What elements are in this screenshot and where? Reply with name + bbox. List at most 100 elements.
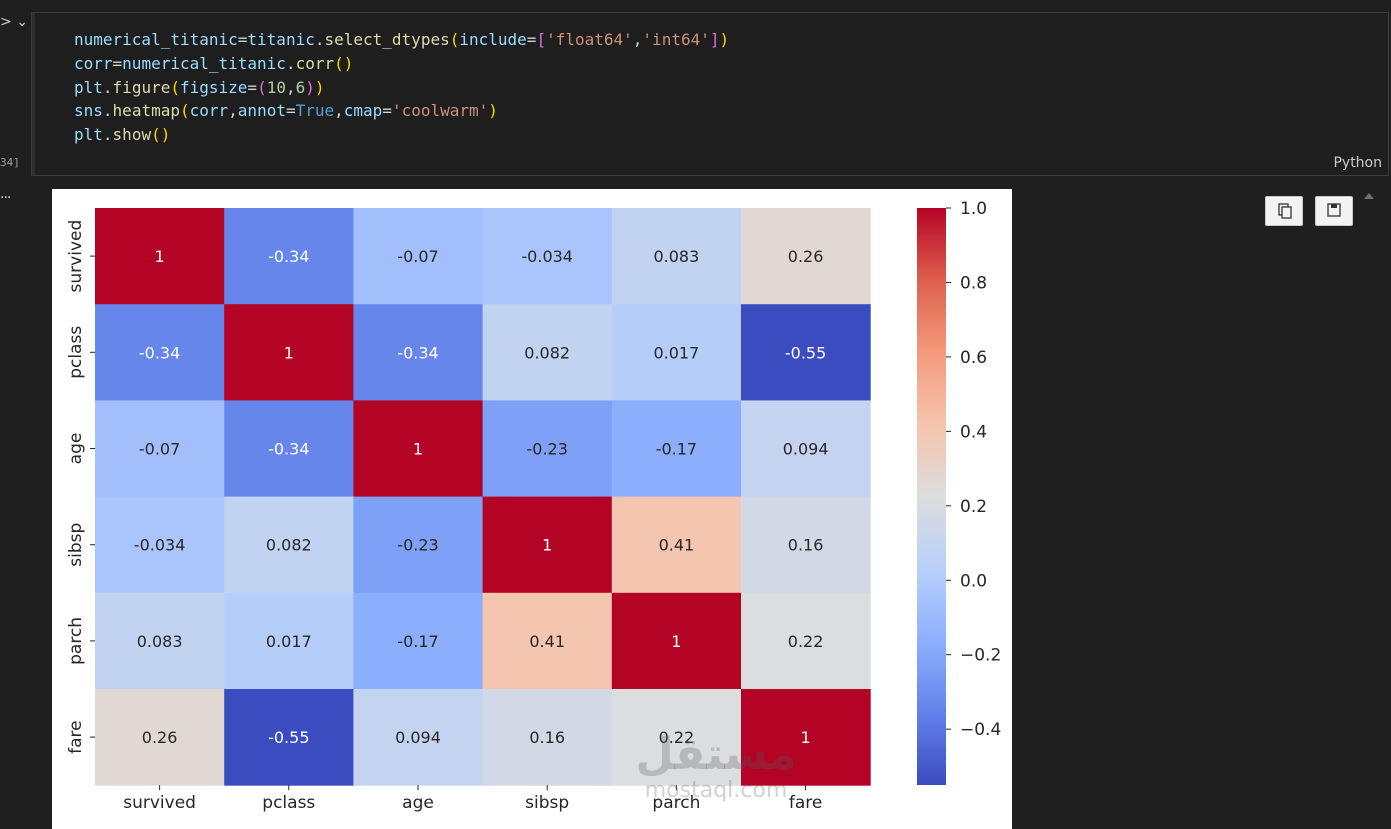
cell-annotation: 0.16	[788, 536, 824, 555]
heatmap-cell	[95, 400, 225, 498]
heatmap-cell	[482, 592, 613, 690]
heatmap-cell	[353, 496, 484, 594]
cell-annotation: 1	[801, 728, 811, 747]
heatmap-cell	[482, 304, 613, 401]
cell-annotation: 0.16	[529, 728, 565, 747]
heatmap-cell	[353, 689, 484, 786]
heatmap-cell	[611, 592, 742, 690]
cell-annotation: 0.26	[142, 728, 178, 747]
cell-annotation: -0.07	[139, 440, 180, 459]
cell-annotation: 0.41	[529, 632, 565, 651]
heatmap-cell	[224, 496, 354, 594]
output-actions-icon[interactable]: ...	[0, 186, 11, 202]
cell-annotation: -0.23	[397, 536, 438, 555]
code-line: numerical_titanic=titanic.select_dtypes(…	[74, 30, 730, 49]
heatmap-cell	[741, 208, 871, 305]
cell-language-label[interactable]: Python	[1333, 155, 1382, 171]
output-image: 1 -0.34 -0.07 -0.034 0.083 0.26 -0.34 1 -0.34 0.0…	[52, 189, 1012, 829]
heatmap-cell	[482, 689, 613, 786]
cell-annotation: 0.41	[659, 536, 695, 555]
colorbar-tick-label: 0.4	[960, 422, 987, 442]
heatmap-cell	[95, 304, 225, 401]
code-line: corr=numerical_titanic.corr()	[74, 53, 354, 73]
x-tick-label: parch	[652, 793, 700, 813]
heatmap-cell	[353, 592, 484, 690]
x-tick-label: survived	[123, 793, 196, 813]
heatmap-cell	[482, 400, 613, 498]
cell-annotation: 0.083	[653, 247, 699, 266]
cell-annotation: 1	[542, 536, 552, 555]
cell-annotation: 0.22	[788, 632, 824, 651]
cell-annotation: 1	[413, 440, 423, 459]
cell-annotation: -0.55	[785, 343, 826, 362]
watermark-text: mostaql.com	[645, 778, 788, 803]
run-cell-icon[interactable]: > ⌄	[0, 14, 28, 30]
watermark-arabic: مستقل	[636, 729, 797, 780]
copy-icon	[1278, 203, 1292, 219]
heatmap-cell	[741, 592, 871, 690]
heatmap-cell	[95, 496, 225, 594]
heatmap-cell	[224, 592, 354, 690]
heatmap-cell	[741, 496, 871, 594]
cell-annotation: -0.34	[268, 247, 309, 266]
colorbar-tick-label: 0.6	[960, 348, 987, 368]
cell-annotation: 0.26	[788, 247, 824, 266]
save-output-button[interactable]	[1315, 196, 1353, 226]
x-tick-label: age	[402, 793, 434, 813]
cell-annotation: 0.094	[783, 440, 829, 459]
colorbar-tick-label: 0.0	[960, 571, 987, 591]
cell-annotation: 0.017	[653, 343, 699, 362]
colorbar-tick-label: 0.2	[960, 497, 987, 517]
copy-output-button[interactable]	[1265, 196, 1303, 226]
heatmap-cell	[741, 689, 871, 786]
code-cell[interactable]: numerical_titanic=titanic.select_dtypes(…	[31, 12, 1389, 176]
heatmap-cell	[224, 208, 354, 305]
cell-annotation: -0.34	[139, 343, 180, 362]
heatmap-cell	[224, 304, 354, 401]
code-editor[interactable]: numerical_titanic=titanic.select_dtypes(…	[74, 28, 729, 147]
y-tick-label: age	[66, 433, 86, 465]
cell-annotation: 0.083	[137, 632, 183, 651]
cell-annotation: 0.017	[266, 632, 312, 651]
colorbar-tick-label: −0.2	[960, 646, 1001, 666]
heatmap-cell	[95, 208, 225, 305]
heatmap-cell	[611, 400, 742, 498]
scroll-up-icon[interactable]	[1364, 193, 1374, 199]
cell-annotation: -0.07	[397, 247, 438, 266]
heatmap-cell	[741, 304, 871, 401]
y-tick-label: parch	[66, 617, 86, 665]
heatmap-cell	[482, 208, 613, 305]
execution-count: 34]	[0, 156, 20, 169]
cell-annotation: 0.082	[524, 343, 570, 362]
x-tick-label: sibsp	[525, 793, 569, 813]
heatmap-cell	[611, 689, 742, 786]
heatmap-cell	[224, 689, 354, 786]
cell-annotation: -0.23	[526, 440, 567, 459]
heatmap-cell	[353, 400, 484, 498]
chevron-down-icon[interactable]: ⌄	[16, 14, 28, 30]
y-tick-label: survived	[66, 220, 86, 293]
cell-annotation: -0.34	[397, 343, 438, 362]
y-tick-label: fare	[66, 720, 86, 753]
heatmap-cell	[611, 304, 742, 401]
cell-annotation: -0.34	[268, 440, 309, 459]
cell-annotation: 0.082	[266, 536, 312, 555]
heatmap-cell	[611, 496, 742, 594]
colorbar-tick-label: −0.4	[960, 720, 1001, 740]
heatmap-cell	[611, 208, 742, 305]
x-tick-label: fare	[789, 793, 822, 813]
heatmap-cell	[482, 496, 613, 594]
cell-annotation: -0.034	[521, 247, 573, 266]
code-line: sns.heatmap(corr,annot=True,cmap='coolwa…	[74, 101, 498, 121]
cell-annotation: 1	[155, 247, 165, 266]
colorbar-tick-label: 0.8	[960, 273, 987, 293]
cell-annotation: -0.17	[656, 440, 697, 459]
heatmap-cell	[224, 400, 354, 498]
heatmap-chart: 1 -0.34 -0.07 -0.034 0.083 0.26 -0.34 1 -0.34 0.0…	[66, 199, 1001, 813]
cell-annotation: -0.034	[134, 536, 186, 555]
heatmap-cell	[353, 208, 484, 305]
code-line: plt.figure(figsize=(10,6))	[74, 77, 325, 97]
heatmap-cell	[95, 592, 225, 690]
colorbar	[917, 208, 946, 785]
save-icon	[1327, 203, 1341, 217]
